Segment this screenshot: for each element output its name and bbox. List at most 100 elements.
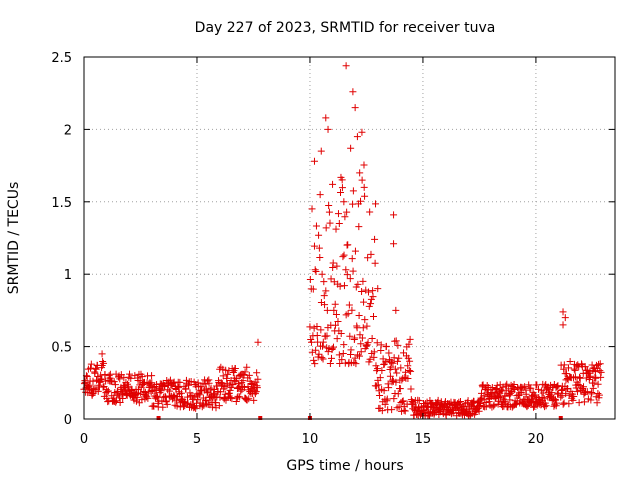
data-point — [331, 300, 339, 308]
data-point — [493, 381, 501, 389]
data-gap-marker — [156, 416, 161, 420]
data-point — [394, 390, 402, 398]
data-point — [200, 401, 208, 409]
x-tick-label: 0 — [80, 432, 88, 447]
data-point — [534, 385, 542, 393]
data-point — [394, 341, 402, 349]
y-tick-label: 1.5 — [51, 196, 72, 211]
data-point — [104, 387, 112, 395]
data-point — [595, 360, 603, 368]
data-point — [240, 383, 248, 391]
data-point — [349, 187, 357, 195]
x-tick-label: 20 — [528, 432, 545, 447]
data-point — [114, 391, 122, 399]
data-point — [173, 397, 181, 405]
data-point — [195, 391, 203, 399]
data-point — [553, 399, 561, 407]
data-point — [319, 355, 327, 363]
data-point — [320, 278, 328, 286]
data-point — [88, 390, 96, 398]
data-point — [360, 161, 368, 169]
data-point — [132, 397, 140, 405]
data-point — [94, 387, 102, 395]
data-point — [376, 374, 384, 382]
data-point — [308, 338, 316, 346]
data-point — [310, 157, 318, 165]
data-point — [340, 251, 348, 259]
data-point — [596, 367, 604, 375]
data-point — [223, 374, 231, 382]
data-point — [595, 391, 603, 399]
data-point — [99, 357, 107, 365]
data-point — [389, 359, 397, 367]
data-point — [253, 384, 261, 392]
data-point — [385, 349, 393, 357]
data-point — [323, 306, 331, 314]
data-point — [355, 223, 363, 231]
data-point — [565, 400, 573, 408]
data-point — [364, 288, 372, 296]
data-point — [359, 324, 367, 332]
data-point — [358, 128, 366, 136]
data-point — [335, 351, 343, 359]
data-point — [110, 378, 118, 386]
data-point — [341, 359, 349, 367]
data-point — [343, 208, 351, 216]
data-point — [185, 381, 193, 389]
data-point — [216, 388, 224, 396]
data-point — [325, 201, 333, 209]
data-point — [497, 394, 505, 402]
data-point — [362, 342, 370, 350]
data-point — [228, 395, 236, 403]
data-point — [580, 398, 588, 406]
data-point — [373, 339, 381, 347]
data-point — [551, 396, 559, 404]
data-point — [447, 410, 455, 418]
data-point — [499, 383, 507, 391]
data-point — [399, 397, 407, 405]
data-point — [392, 306, 400, 314]
data-point — [586, 372, 594, 380]
data-point — [563, 370, 571, 378]
data-point — [321, 301, 329, 309]
data-point — [327, 354, 335, 362]
data-point — [316, 191, 324, 199]
data-point — [243, 396, 251, 404]
data-point — [315, 244, 323, 252]
data-point — [308, 205, 316, 213]
data-point — [521, 383, 529, 391]
data-point — [355, 311, 363, 319]
data-point — [442, 411, 450, 419]
data-point — [312, 222, 320, 230]
y-tick-label: 2.5 — [51, 51, 72, 66]
data-point — [559, 308, 567, 316]
data-point — [83, 372, 91, 380]
data-point — [387, 363, 395, 371]
data-point — [180, 403, 188, 411]
data-point — [329, 343, 337, 351]
data-point — [329, 259, 337, 267]
data-point — [210, 390, 218, 398]
data-point — [576, 374, 584, 382]
data-point — [245, 395, 253, 403]
data-point — [369, 293, 377, 301]
data-point — [97, 376, 105, 384]
data-point — [224, 370, 232, 378]
data-point — [318, 354, 326, 362]
data-point — [215, 402, 223, 410]
data-point — [147, 388, 155, 396]
data-point — [124, 382, 132, 390]
data-point — [191, 403, 199, 411]
data-point — [366, 355, 374, 363]
data-point — [90, 384, 98, 392]
data-point — [344, 310, 352, 318]
data-point — [202, 397, 210, 405]
data-point — [340, 198, 348, 206]
data-point — [234, 392, 242, 400]
data-point — [574, 380, 582, 388]
data-point — [385, 384, 393, 392]
data-point — [407, 367, 415, 375]
data-point — [166, 387, 174, 395]
data-point — [583, 388, 591, 396]
data-point — [244, 383, 252, 391]
